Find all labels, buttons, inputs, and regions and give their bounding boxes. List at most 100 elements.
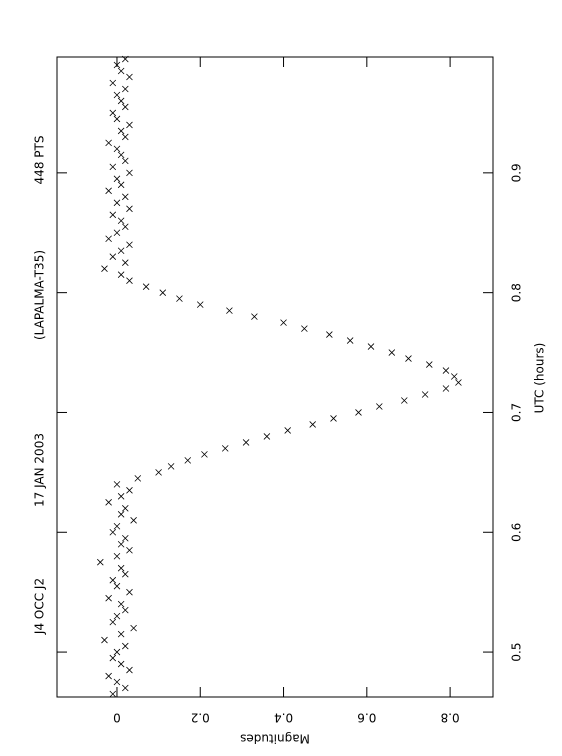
y-axis-label: Magnitudes [240,732,310,746]
data-point [109,79,117,87]
data-point [109,211,117,219]
annotation: 448 PTS [33,136,47,185]
data-point [122,606,129,614]
x-axis-label: UTC (hours) [533,343,547,414]
data-point [242,439,250,446]
data-point [122,55,129,63]
data-point [263,433,271,440]
data-point [105,672,112,680]
data-point [346,337,354,344]
data-point [122,684,129,692]
data-point [184,457,192,464]
y-tick-label: 0.8 [441,711,460,725]
data-point [117,493,125,500]
data-point [301,325,308,332]
data-point [221,445,229,452]
data-point [117,151,125,159]
data-point [109,654,117,662]
data-point [122,223,129,231]
data-point [101,636,108,644]
data-point [122,534,129,542]
data-point [442,385,450,392]
data-point [117,181,125,189]
data-point [109,528,117,536]
data-point [159,289,167,296]
data-point [122,505,129,512]
y-tick-label: 0.4 [274,711,293,725]
data-point [251,313,258,320]
data-point [455,379,462,386]
data-point [167,463,175,470]
data-point [122,642,129,650]
y-tick-label: 0.2 [191,711,210,725]
data-point [126,666,133,674]
data-point [122,103,129,111]
data-point [109,163,117,171]
data-point [105,139,112,147]
data-point [113,199,121,207]
y-tick-label: 0 [113,711,121,725]
data-point [117,127,125,135]
data-point [109,253,117,260]
data-point [226,307,233,314]
data-point [113,115,121,123]
data-point [405,355,412,362]
data-point [130,624,137,632]
data-point [122,85,129,93]
data-point [122,133,129,141]
data-point [113,145,121,153]
data-point [105,187,112,195]
data-point [284,427,291,434]
data-point [126,487,133,494]
x-tick-label: 0.8 [510,283,524,302]
data-point [113,481,121,488]
data-point [326,331,333,338]
data-point [113,612,121,620]
data-point [421,391,429,398]
data-point [126,121,133,129]
data-point [376,403,383,410]
data-point [105,235,112,243]
data-point [309,421,316,428]
data-point [355,409,362,416]
data-point [113,229,121,237]
data-point [113,91,121,99]
data-point [109,618,117,626]
data-point [134,475,142,482]
data-point [122,259,129,266]
x-tick-label: 0.9 [510,163,524,182]
data-point [105,594,112,602]
plot-frame [56,56,494,698]
data-point [117,600,125,608]
data-point [117,564,125,572]
data-point [97,558,104,566]
x-tick-label: 0.6 [510,523,524,542]
data-point [117,511,125,518]
data-point [201,451,208,458]
data-point [126,241,133,249]
data-point [450,373,458,380]
data-point [401,397,408,404]
x-tick-label: 0.7 [510,403,524,422]
data-point [122,193,129,201]
data-point [113,522,121,530]
data-point [155,469,162,476]
data-point [113,648,121,656]
data-point [117,97,125,105]
data-point [426,361,433,368]
data-point [117,271,125,278]
data-point [126,546,133,554]
data-point [113,582,121,590]
data-point [113,552,121,560]
data-point [117,217,125,225]
data-point [126,588,133,596]
annotation: 17 JAN 2003 [33,433,47,507]
chart-title: J4 OCC J2 [33,578,47,635]
data-point [330,415,337,422]
data-point [442,367,450,374]
data-point [109,690,117,698]
data-point [126,169,133,177]
y-tick-label: 0.6 [357,711,376,725]
data-point [280,319,287,326]
